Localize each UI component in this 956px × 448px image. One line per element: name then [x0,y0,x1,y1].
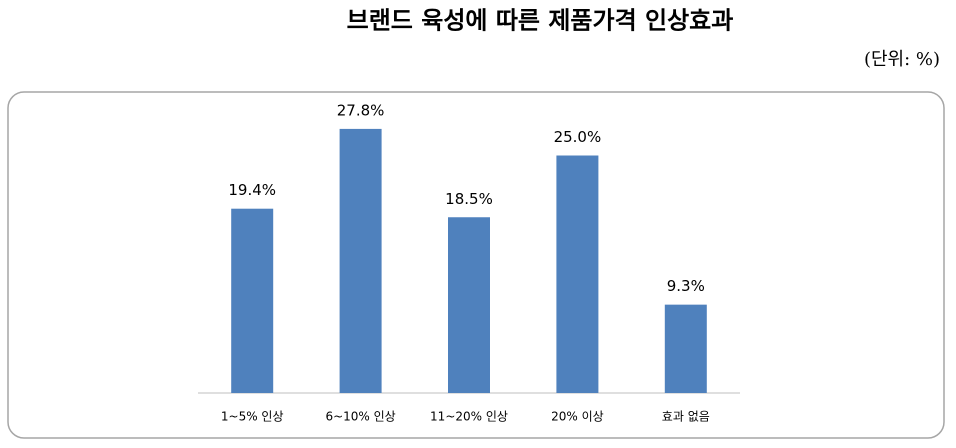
x-tick-label: 20% 이상 [551,410,604,424]
value-label: 19.4% [228,181,276,199]
x-tick-label: 1~5% 인상 [221,410,284,424]
bar [448,217,490,393]
chart-title: 브랜드 육성에 따른 제품가격 인상효과 [347,6,734,35]
bar [556,155,599,393]
bar [231,208,274,393]
x-tick-label: 효과 없음 [662,410,710,424]
bar [664,304,707,393]
x-tick-label: 6~10% 인상 [325,410,395,424]
x-tick-label: 11~20% 인상 [430,410,508,424]
value-label: 9.3% [667,277,705,295]
chart-subtitle: (단위: %) [864,49,940,70]
bar [339,128,382,393]
value-label: 27.8% [337,101,385,119]
value-label: 18.5% [445,190,493,208]
value-label: 25.0% [554,128,602,146]
